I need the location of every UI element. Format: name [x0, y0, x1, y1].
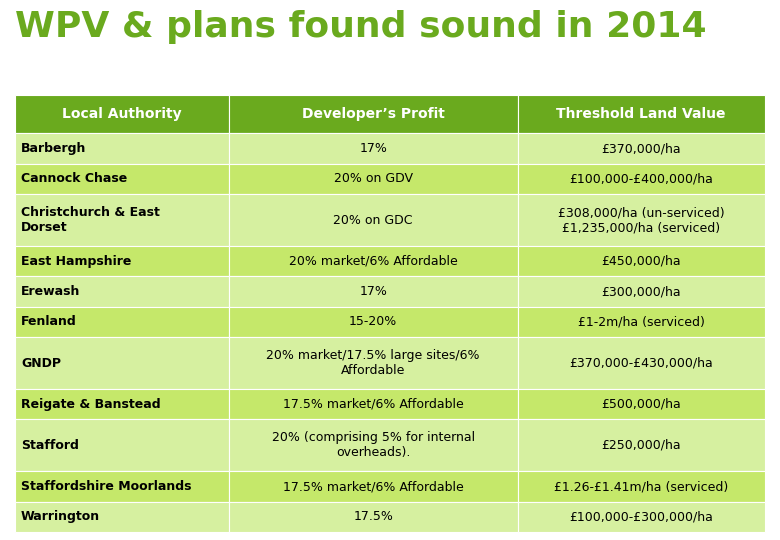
- Text: Staffordshire Moorlands: Staffordshire Moorlands: [21, 480, 192, 493]
- Text: Fenland: Fenland: [21, 315, 76, 328]
- Bar: [229, 337, 517, 389]
- Text: GNDP: GNDP: [21, 356, 61, 369]
- Text: £370,000-£430,000/ha: £370,000-£430,000/ha: [569, 356, 713, 369]
- Text: WPV & plans found sound in 2014: WPV & plans found sound in 2014: [15, 10, 707, 44]
- Bar: [517, 133, 765, 164]
- Text: 20% market/17.5% large sites/6%
Affordable: 20% market/17.5% large sites/6% Affordab…: [267, 349, 480, 377]
- Bar: [517, 471, 765, 502]
- Text: Cannock Chase: Cannock Chase: [21, 172, 127, 185]
- Text: 17%: 17%: [359, 285, 387, 298]
- Text: £1-2m/ha (serviced): £1-2m/ha (serviced): [578, 315, 704, 328]
- Text: Warrington: Warrington: [21, 510, 100, 523]
- Bar: [15, 337, 229, 389]
- Text: 20% market/6% Affordable: 20% market/6% Affordable: [289, 255, 458, 268]
- Bar: [517, 307, 765, 337]
- Text: £500,000/ha: £500,000/ha: [601, 397, 681, 411]
- Text: £308,000/ha (un-serviced)
£1,235,000/ha (serviced): £308,000/ha (un-serviced) £1,235,000/ha …: [558, 206, 725, 234]
- Bar: [229, 502, 517, 532]
- Text: 17.5% market/6% Affordable: 17.5% market/6% Affordable: [282, 480, 463, 493]
- Text: Local Authority: Local Authority: [62, 107, 182, 121]
- Bar: [229, 420, 517, 471]
- Text: £250,000/ha: £250,000/ha: [601, 439, 681, 452]
- Text: Threshold Land Value: Threshold Land Value: [556, 107, 726, 121]
- Bar: [229, 194, 517, 246]
- Bar: [229, 246, 517, 276]
- Bar: [15, 133, 229, 164]
- Text: £1.26-£1.41m/ha (serviced): £1.26-£1.41m/ha (serviced): [554, 480, 729, 493]
- Bar: [229, 389, 517, 420]
- Bar: [15, 471, 229, 502]
- Text: 15-20%: 15-20%: [349, 315, 397, 328]
- Text: Reigate & Banstead: Reigate & Banstead: [21, 397, 161, 411]
- Bar: [517, 246, 765, 276]
- Bar: [517, 420, 765, 471]
- Bar: [15, 389, 229, 420]
- Bar: [15, 276, 229, 307]
- Text: £370,000/ha: £370,000/ha: [601, 142, 681, 155]
- Bar: [15, 502, 229, 532]
- Bar: [517, 164, 765, 194]
- Bar: [15, 246, 229, 276]
- Bar: [517, 95, 765, 133]
- Text: 20% on GDC: 20% on GDC: [333, 214, 413, 227]
- Bar: [517, 276, 765, 307]
- Bar: [229, 307, 517, 337]
- Bar: [517, 502, 765, 532]
- Bar: [229, 276, 517, 307]
- Bar: [517, 337, 765, 389]
- Bar: [517, 389, 765, 420]
- Text: £300,000/ha: £300,000/ha: [601, 285, 681, 298]
- Text: 20% (comprising 5% for internal
overheads).: 20% (comprising 5% for internal overhead…: [271, 431, 475, 460]
- Text: Stafford: Stafford: [21, 439, 79, 452]
- Bar: [15, 307, 229, 337]
- Bar: [15, 164, 229, 194]
- Text: Barbergh: Barbergh: [21, 142, 87, 155]
- Bar: [15, 95, 229, 133]
- Text: £100,000-£300,000/ha: £100,000-£300,000/ha: [569, 510, 713, 523]
- Bar: [517, 194, 765, 246]
- Bar: [15, 194, 229, 246]
- Text: 20% on GDV: 20% on GDV: [334, 172, 413, 185]
- Text: Erewash: Erewash: [21, 285, 80, 298]
- Text: 17.5% market/6% Affordable: 17.5% market/6% Affordable: [282, 397, 463, 411]
- Text: £450,000/ha: £450,000/ha: [601, 255, 681, 268]
- Text: 17.5%: 17.5%: [353, 510, 393, 523]
- Text: East Hampshire: East Hampshire: [21, 255, 131, 268]
- Text: Christchurch & East
Dorset: Christchurch & East Dorset: [21, 206, 160, 234]
- Bar: [229, 133, 517, 164]
- Text: 17%: 17%: [359, 142, 387, 155]
- Bar: [229, 164, 517, 194]
- Text: £100,000-£400,000/ha: £100,000-£400,000/ha: [569, 172, 713, 185]
- Bar: [229, 95, 517, 133]
- Bar: [15, 420, 229, 471]
- Text: Developer’s Profit: Developer’s Profit: [302, 107, 445, 121]
- Bar: [229, 471, 517, 502]
